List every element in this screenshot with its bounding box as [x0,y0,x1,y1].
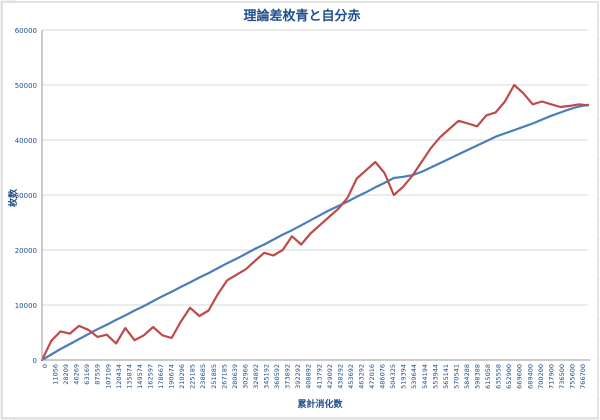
x-tick-label: 584288 [463,364,471,389]
x-tick-label: 345192 [263,364,271,389]
gridlines [42,29,588,306]
x-tick-label: 669600 [516,364,524,389]
y-tick-label: 0 [33,357,37,365]
x-tick-label: 135874 [125,364,133,389]
x-tick-label: 453692 [347,364,355,389]
x-tick-label: 504325 [389,364,397,389]
x-tick-label: 302966 [241,364,249,389]
x-tick-label: 11056 [52,364,60,385]
x-tick-label: 544194 [421,364,429,389]
x-tick-label: 267185 [220,364,228,389]
x-tick-label: 438292 [336,364,344,389]
x-tick-label: 565141 [442,364,450,389]
x-tick-label: 736500 [558,364,566,389]
x-tick-label: 107109 [104,364,112,389]
y-tick-labels: 0 10000 20000 30000 40000 50000 60000 [15,27,37,365]
x-tick-label: 120434 [115,364,123,389]
chart-title: 理論差枚青と自分赤 [243,8,360,24]
x-tick-label: 519394 [400,364,408,389]
series-lines [40,83,590,362]
x-tick-label: 46269 [73,364,81,385]
x-tick-label: 472016 [368,364,376,389]
y-tick-label: 40000 [15,137,37,145]
x-tick-labels: 0 11056 28209 46269 63169 87559 107109 120434 13… [41,364,587,389]
y-tick-label: 60000 [15,27,37,35]
x-tick-label: 178667 [157,364,165,389]
x-tick-label: 210296 [178,364,186,389]
x-tick-label: 598388 [474,364,482,389]
x-tick-label: 429092 [326,364,334,389]
x-tick-label: 360592 [273,364,281,389]
x-tick-label: 225185 [189,364,197,389]
y-tick-label: 10000 [15,302,37,310]
x-tick-label: 392292 [294,364,302,389]
x-tick-label: 463292 [357,364,365,389]
x-tick-label: 635558 [495,364,503,389]
x-tick-label: 190674 [168,364,176,389]
x-tick-label: 373892 [284,364,292,389]
y-tick-label: 30000 [15,192,37,200]
series-line-1 [40,83,590,362]
x-tick-label: 553944 [431,364,439,389]
x-tick-label: 162597 [146,364,154,389]
x-tick-label: 766700 [579,364,587,389]
x-tick-label: 570541 [452,364,460,389]
x-axis-label: 累計消化数 [297,398,343,410]
x-tick-label: 689400 [526,364,534,389]
x-tick-label: 28209 [62,364,70,385]
y-tick-label: 50000 [15,82,37,90]
x-tick-label: 149574 [136,364,144,389]
x-tick-label: 324892 [252,364,260,389]
x-tick-label: 251885 [210,364,218,389]
y-tick-label: 20000 [15,247,37,255]
series-line-0 [40,103,590,362]
x-tick-label: 700200 [537,364,545,389]
x-tick-label: 413792 [315,364,323,389]
x-tick-label: 539644 [410,364,418,389]
x-tick-label: 652900 [505,364,513,389]
x-tick-label: 615058 [484,364,492,389]
x-tick-label: 486076 [379,364,387,389]
x-tick-label: 408892 [305,364,313,389]
x-tick-label: 280639 [231,364,239,389]
x-tick-label: 87559 [94,364,102,385]
x-tick-label: 63169 [83,364,91,385]
x-tick-label: 238685 [199,364,207,389]
y-axis-label: 枚数 [7,188,19,207]
x-tick-label: 0 [41,364,49,368]
x-tick-label: 755600 [568,364,576,389]
x-tick-label: 717900 [547,364,555,389]
